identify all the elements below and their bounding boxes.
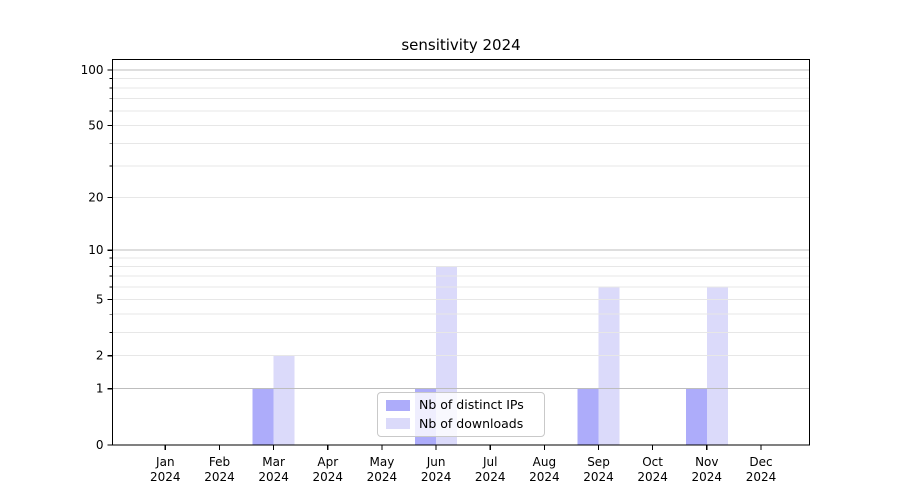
legend-item-downloads: Nb of downloads — [386, 417, 536, 431]
y-tick-label: 100 — [81, 63, 104, 77]
x-tick-label-year: 2024 — [204, 470, 235, 484]
x-tick-label-year: 2024 — [746, 470, 777, 484]
y-tick-label: 5 — [96, 292, 104, 306]
y-tick-label: 0 — [96, 438, 104, 452]
gridlines-minor — [112, 78, 810, 357]
x-tick-label-month: Feb — [209, 455, 230, 469]
x-tick-label-year: 2024 — [367, 470, 398, 484]
x-tick-label-month: Aug — [533, 455, 556, 469]
x-tick-label-year: 2024 — [583, 470, 614, 484]
x-tick-label-month: Oct — [642, 455, 663, 469]
bar-nov — [706, 286, 728, 445]
x-tick-label-month: Jul — [482, 455, 497, 469]
bar-sep — [598, 286, 620, 445]
y-tick-label: 10 — [88, 243, 103, 257]
legend-swatch-downloads-icon — [386, 418, 410, 430]
bar-sep — [577, 388, 599, 445]
y-tick-label: 1 — [96, 382, 104, 396]
legend-label-distinct-ips: Nb of distinct IPs — [419, 397, 524, 413]
y-tick-label: 20 — [88, 191, 103, 205]
y-axis: 0 1 2 5 10 20 50 100 — [81, 63, 113, 452]
x-tick-label-month: Nov — [695, 455, 718, 469]
x-tick-label-year: 2024 — [313, 470, 344, 484]
bar-mar — [273, 355, 295, 445]
x-tick-label-month: Sep — [587, 455, 610, 469]
x-tick-label-year: 2024 — [421, 470, 452, 484]
x-tick-label-year: 2024 — [692, 470, 723, 484]
x-tick-label-month: May — [369, 455, 394, 469]
legend-label-downloads: Nb of downloads — [419, 416, 524, 431]
chart-title: sensitivity 2024 — [401, 36, 521, 54]
x-axis: Jan2024Feb2024Mar2024Apr2024May2024Jun20… — [150, 445, 776, 484]
axes-spines — [111, 58, 811, 446]
x-tick-label-year: 2024 — [529, 470, 560, 484]
legend-swatch-distinct-ips-icon — [386, 399, 410, 411]
gridlines-major — [112, 69, 810, 390]
x-tick-label-month: Mar — [262, 455, 285, 469]
x-tick-label-year: 2024 — [637, 470, 668, 484]
bar-nov — [685, 388, 707, 445]
x-tick-label-year: 2024 — [475, 470, 506, 484]
y-tick-label: 50 — [88, 119, 103, 133]
x-tick-label-month: Apr — [317, 455, 338, 469]
legend: Nb of distinct IPs Nb of downloads — [377, 392, 545, 437]
x-tick-label-month: Jan — [155, 455, 175, 469]
legend-item-distinct-ips: Nb of distinct IPs — [386, 398, 536, 412]
x-tick-label-year: 2024 — [258, 470, 289, 484]
y-tick-label: 2 — [96, 349, 104, 363]
x-tick-label-year: 2024 — [150, 470, 181, 484]
x-tick-label-month: Jun — [426, 455, 446, 469]
bar-mar — [252, 388, 274, 445]
x-tick-label-month: Dec — [749, 455, 772, 469]
